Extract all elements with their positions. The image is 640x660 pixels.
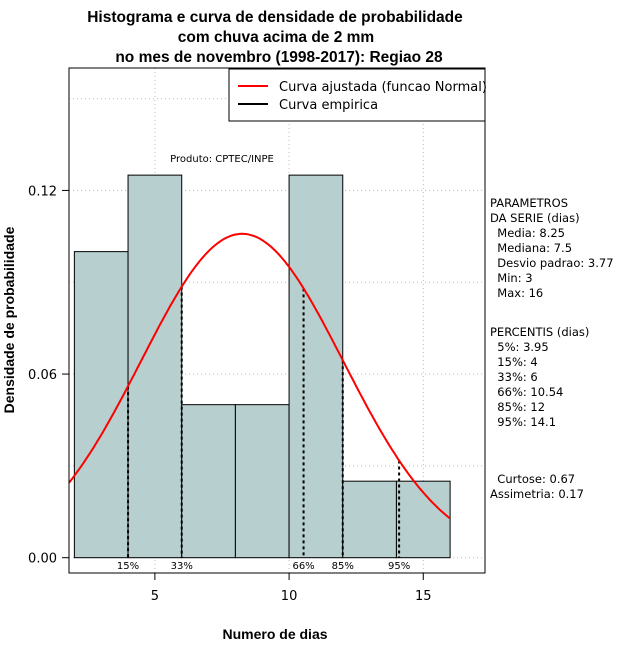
histogram-bar bbox=[288, 174, 344, 559]
side-stat-line: Assimetria: 0.17 bbox=[490, 487, 584, 501]
product-annotation: Produto: CPTEC/INPE bbox=[170, 154, 274, 165]
side-percentile-line: 95%: 14.1 bbox=[490, 415, 556, 429]
percentile-label: 95% bbox=[388, 561, 410, 572]
normal-density-curve bbox=[68, 232, 451, 519]
side-stat-line: Curtose: 0.67 bbox=[490, 472, 575, 486]
side-parameter-line: Min: 3 bbox=[490, 271, 533, 285]
histogram-bar bbox=[73, 251, 129, 559]
legend-label: Curva ajustada (funcao Normal) bbox=[279, 80, 487, 95]
side-parameter-line: PARAMETROS bbox=[490, 196, 568, 210]
x-axis-label: Numero de dias bbox=[222, 626, 327, 642]
y-tick-label: 0.00 bbox=[28, 552, 57, 567]
side-percentile-line: 5%: 3.95 bbox=[490, 340, 549, 354]
x-tick-label: 5 bbox=[151, 589, 159, 604]
y-tick-label: 0.12 bbox=[28, 184, 57, 199]
text-layer: 15% 33% 66% 85% 95% 5 10 15 0.00 0.06 0.12 Histogra… bbox=[1, 9, 614, 642]
percentile-label: 85% bbox=[332, 561, 354, 572]
side-percentile-line: 15%: 4 bbox=[490, 355, 538, 369]
side-parameter-line: Desvio padrao: 3.77 bbox=[490, 256, 614, 270]
x-tick-label: 10 bbox=[281, 589, 298, 604]
histogram-bar bbox=[181, 404, 236, 559]
percentile-label: 66% bbox=[292, 561, 314, 572]
y-axis-label: Densidade de probabilidade bbox=[1, 226, 17, 413]
side-percentile-line: 33%: 6 bbox=[490, 370, 538, 384]
frame-layer bbox=[68, 67, 486, 574]
side-parameter-line: Mediana: 7.5 bbox=[490, 241, 572, 255]
chart-title-line: com chuva acima de 2 mm bbox=[178, 29, 374, 46]
percentile-lines-layer bbox=[127, 286, 401, 558]
side-parameter-line: Media: 8.25 bbox=[490, 226, 565, 240]
histogram-bar bbox=[342, 480, 397, 559]
plot-frame bbox=[68, 67, 486, 574]
percentile-label: 33% bbox=[171, 561, 193, 572]
side-percentile-line: 85%: 12 bbox=[490, 400, 545, 414]
side-parameter-line: Max: 16 bbox=[490, 286, 543, 300]
side-percentile-line: PERCENTIS (dias) bbox=[490, 325, 589, 339]
x-tick-label: 15 bbox=[415, 589, 432, 604]
percentile-label: 15% bbox=[117, 561, 139, 572]
chart-title-line: Histograma e curva de densidade de proba… bbox=[87, 9, 463, 26]
legend-label: Curva empirica bbox=[279, 98, 378, 113]
legend-box bbox=[228, 68, 486, 122]
bars-layer bbox=[73, 174, 451, 559]
histogram-bar bbox=[127, 174, 183, 559]
side-parameter-line: DA SERIE (dias) bbox=[490, 211, 580, 225]
side-percentile-line: 66%: 10.54 bbox=[490, 385, 563, 399]
histogram-bar bbox=[234, 404, 290, 559]
curve-layer bbox=[68, 232, 451, 519]
y-tick-label: 0.06 bbox=[28, 368, 57, 383]
axes-layer bbox=[62, 189, 424, 580]
chart-title-line: no mes de novembro (1998-2017): Regiao 2… bbox=[115, 49, 443, 66]
